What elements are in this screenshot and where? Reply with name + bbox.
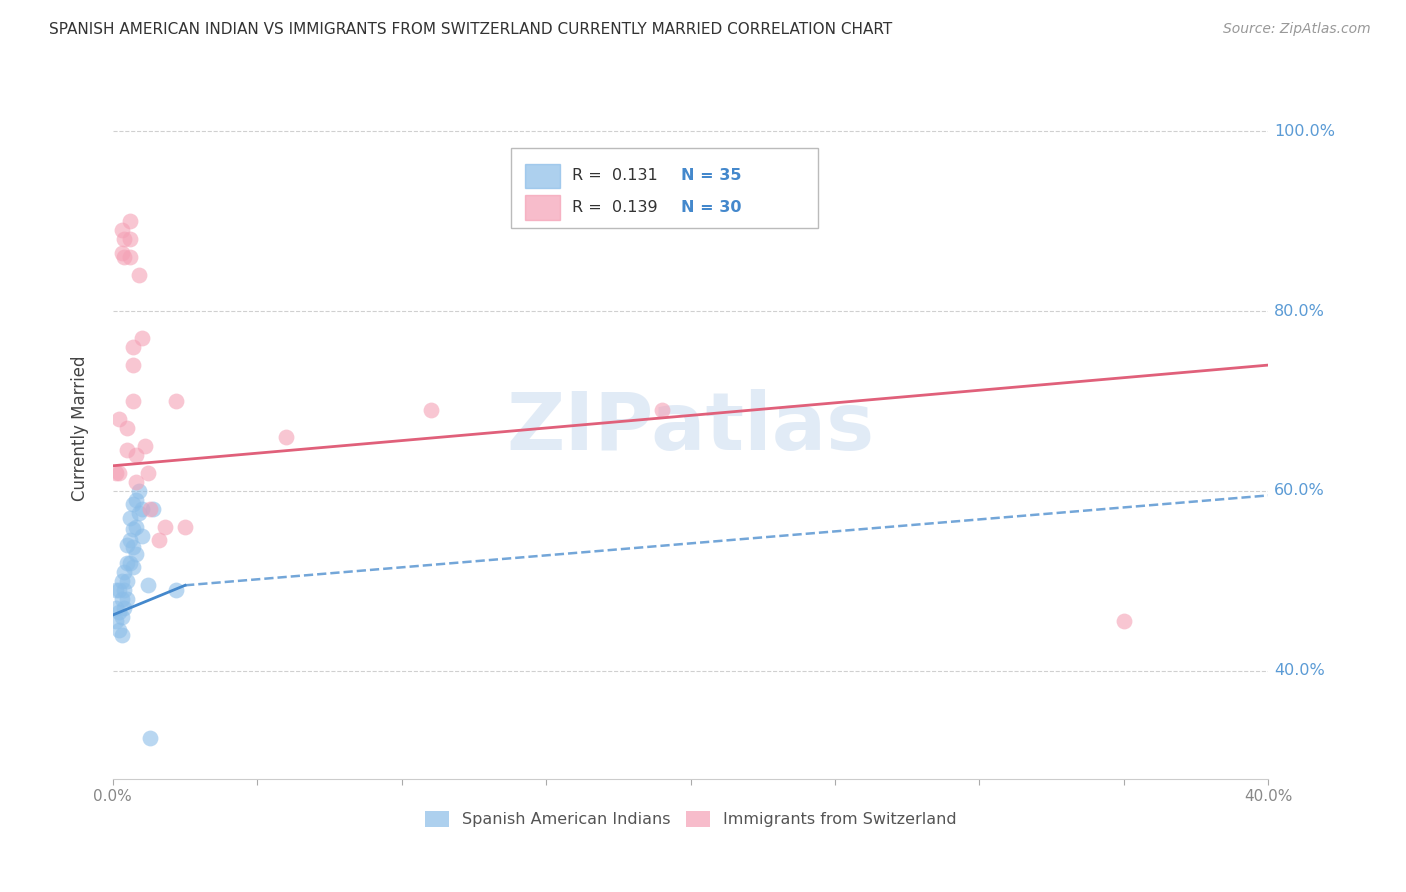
Point bbox=[120, 511, 142, 525]
Point bbox=[128, 483, 150, 498]
Point bbox=[125, 492, 148, 507]
Point bbox=[112, 582, 135, 597]
Point bbox=[110, 223, 132, 237]
Point bbox=[110, 609, 132, 624]
Point bbox=[107, 412, 129, 426]
Point bbox=[1112, 614, 1135, 628]
Point bbox=[117, 574, 139, 588]
Y-axis label: Currently Married: Currently Married bbox=[72, 355, 89, 500]
Point bbox=[128, 507, 150, 521]
Point bbox=[107, 466, 129, 480]
Bar bbox=[526, 163, 560, 188]
Point bbox=[651, 403, 673, 417]
Point bbox=[165, 394, 187, 409]
Point bbox=[112, 600, 135, 615]
Text: SPANISH AMERICAN INDIAN VS IMMIGRANTS FROM SWITZERLAND CURRENTLY MARRIED CORRELA: SPANISH AMERICAN INDIAN VS IMMIGRANTS FR… bbox=[49, 22, 893, 37]
Bar bbox=[526, 195, 560, 219]
Point bbox=[112, 565, 135, 579]
Point bbox=[153, 520, 176, 534]
Point bbox=[142, 502, 165, 516]
Point bbox=[110, 591, 132, 606]
Point bbox=[104, 466, 127, 480]
Point bbox=[419, 403, 441, 417]
Point bbox=[104, 614, 127, 628]
Point bbox=[104, 582, 127, 597]
Text: 60.0%: 60.0% bbox=[1274, 483, 1324, 499]
Point bbox=[110, 245, 132, 260]
Point bbox=[136, 466, 159, 480]
Point bbox=[122, 522, 145, 536]
Point bbox=[122, 340, 145, 354]
Point bbox=[120, 232, 142, 246]
Text: Source: ZipAtlas.com: Source: ZipAtlas.com bbox=[1223, 22, 1371, 37]
Point bbox=[131, 502, 153, 516]
Legend: Spanish American Indians, Immigrants from Switzerland: Spanish American Indians, Immigrants fro… bbox=[419, 805, 963, 834]
Point bbox=[120, 533, 142, 548]
Point bbox=[165, 582, 187, 597]
Point bbox=[131, 529, 153, 543]
Point bbox=[117, 591, 139, 606]
Point bbox=[128, 268, 150, 283]
Point bbox=[134, 439, 156, 453]
Point bbox=[110, 628, 132, 642]
Point bbox=[112, 250, 135, 264]
Point bbox=[117, 421, 139, 435]
Text: N = 30: N = 30 bbox=[682, 200, 742, 215]
Point bbox=[276, 430, 298, 444]
Point bbox=[120, 556, 142, 570]
Point bbox=[125, 520, 148, 534]
Point bbox=[107, 624, 129, 638]
Point bbox=[117, 556, 139, 570]
Text: 40.0%: 40.0% bbox=[1274, 664, 1324, 678]
Point bbox=[148, 533, 170, 548]
Point bbox=[107, 605, 129, 619]
Text: R =  0.139: R = 0.139 bbox=[572, 200, 657, 215]
Point bbox=[104, 600, 127, 615]
Point bbox=[139, 731, 162, 745]
Point bbox=[107, 582, 129, 597]
Point bbox=[125, 547, 148, 561]
Point bbox=[122, 540, 145, 554]
Text: N = 35: N = 35 bbox=[682, 169, 742, 184]
Point bbox=[120, 250, 142, 264]
Point bbox=[131, 331, 153, 345]
Point bbox=[139, 502, 162, 516]
Text: 100.0%: 100.0% bbox=[1274, 124, 1336, 139]
Point bbox=[117, 538, 139, 552]
Point bbox=[120, 214, 142, 228]
FancyBboxPatch shape bbox=[512, 147, 818, 228]
Point bbox=[122, 358, 145, 372]
Point bbox=[125, 448, 148, 462]
Point bbox=[136, 578, 159, 592]
Point bbox=[122, 497, 145, 511]
Point bbox=[117, 443, 139, 458]
Point bbox=[112, 232, 135, 246]
Text: ZIPatlas: ZIPatlas bbox=[506, 389, 875, 467]
Text: 80.0%: 80.0% bbox=[1274, 303, 1324, 318]
Point bbox=[110, 574, 132, 588]
Text: R =  0.131: R = 0.131 bbox=[572, 169, 658, 184]
Point bbox=[125, 475, 148, 489]
Point bbox=[174, 520, 197, 534]
Point bbox=[122, 560, 145, 574]
Point bbox=[122, 394, 145, 409]
